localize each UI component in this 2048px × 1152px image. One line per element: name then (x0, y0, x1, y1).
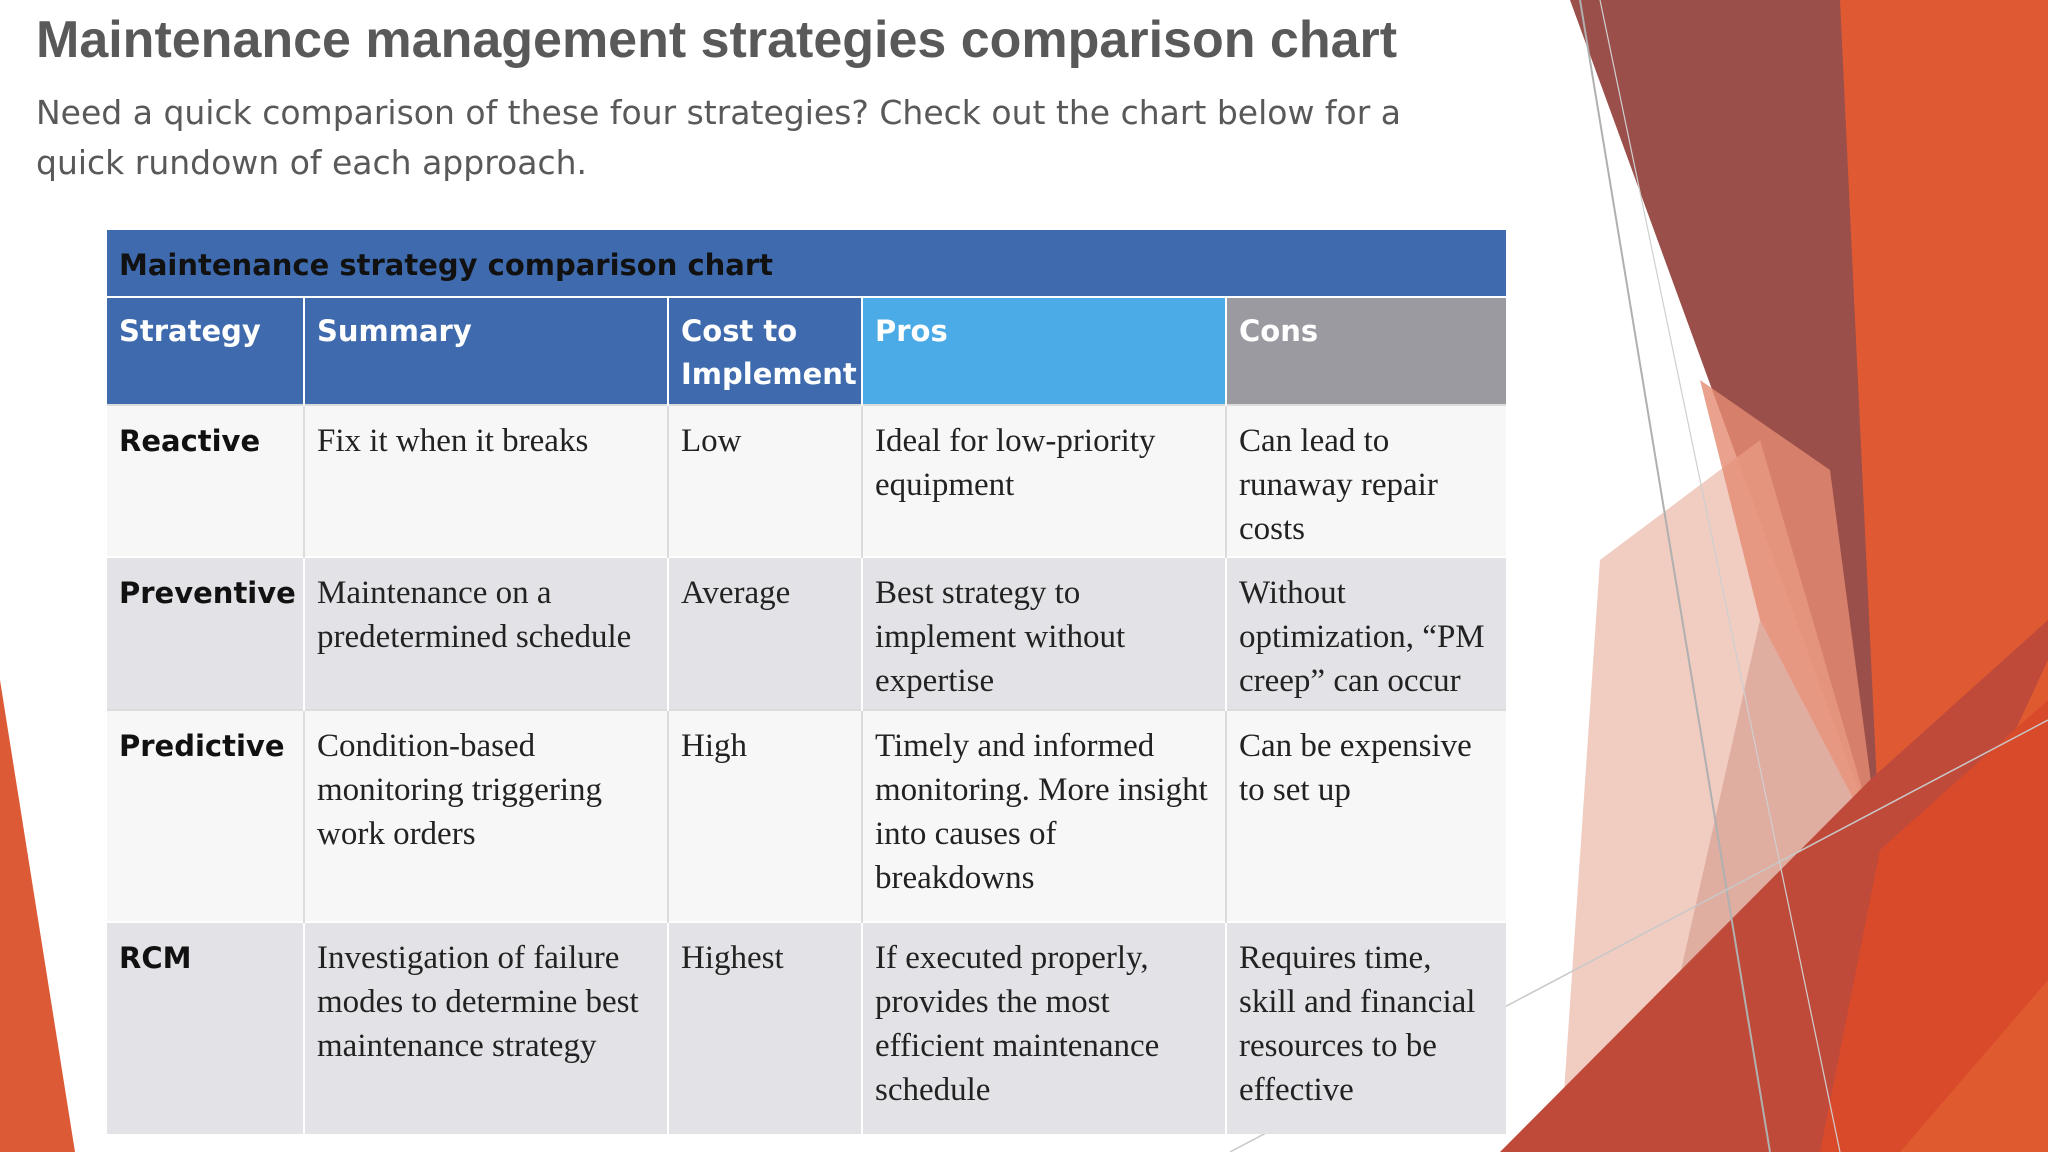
table-caption-row: Maintenance strategy comparison chart (107, 230, 1506, 297)
comparison-table: Maintenance strategy comparison chart St… (107, 230, 1506, 1134)
page-title: Maintenance management strategies compar… (36, 11, 1398, 69)
cell-cons: Can lead to runaway repair costs (1225, 404, 1506, 557)
table-header-row: Strategy Summary Cost to Implement Pros … (107, 296, 1506, 405)
cell-pros: If executed properly, provides the most … (861, 921, 1226, 1134)
header-pros: Pros (861, 296, 1226, 405)
cell-cost: Average (667, 556, 862, 710)
cell-cost: Low (667, 404, 862, 557)
cell-cons: Requires time, skill and financial resou… (1225, 921, 1506, 1134)
table-caption: Maintenance strategy comparison chart (107, 230, 1506, 297)
cell-pros: Timely and informed monitoring. More ins… (861, 709, 1226, 922)
cell-cost: Highest (667, 921, 862, 1134)
cell-cost: High (667, 709, 862, 922)
deco-facet-mid (1820, 700, 2048, 1152)
table-row: RCM Investigation of failure modes to de… (107, 921, 1506, 1134)
cell-cons: Can be expensive to set up (1225, 709, 1506, 922)
deco-facet-orange-top (1840, 0, 2048, 850)
left-orange-sliver (0, 680, 75, 1152)
cell-summary: Fix it when it breaks (303, 404, 668, 557)
cell-pros: Ideal for low-priority equipment (861, 404, 1226, 557)
deco-line-1 (1579, 0, 1771, 1152)
cell-summary: Condition-based monitoring triggering wo… (303, 709, 668, 922)
cell-summary: Investigation of failure modes to determ… (303, 921, 668, 1134)
cell-summary: Maintenance on a predetermined schedule (303, 556, 668, 710)
header-strategy: Strategy (107, 296, 304, 405)
cell-pros: Best strategy to implement without exper… (861, 556, 1226, 710)
cell-strategy: Predictive (107, 709, 304, 922)
page-subtitle: Need a quick comparison of these four st… (36, 93, 1402, 182)
deco-facet-pale-2 (1700, 380, 1880, 850)
table-row: Reactive Fix it when it breaks Low Ideal… (107, 404, 1506, 557)
header-cons: Cons (1225, 296, 1506, 405)
deco-line-3 (1599, 0, 1841, 1152)
table-row: Preventive Maintenance on a predetermine… (107, 556, 1506, 710)
header-summary: Summary (303, 296, 668, 405)
cell-strategy: Reactive (107, 404, 304, 557)
cell-strategy: Preventive (107, 556, 304, 710)
cell-cons: Without optimization, “PM creep” can occ… (1225, 556, 1506, 710)
cell-strategy: RCM (107, 921, 304, 1134)
table-row: Predictive Condition-based monitoring tr… (107, 709, 1506, 922)
header-cost: Cost to Implement (667, 296, 862, 405)
